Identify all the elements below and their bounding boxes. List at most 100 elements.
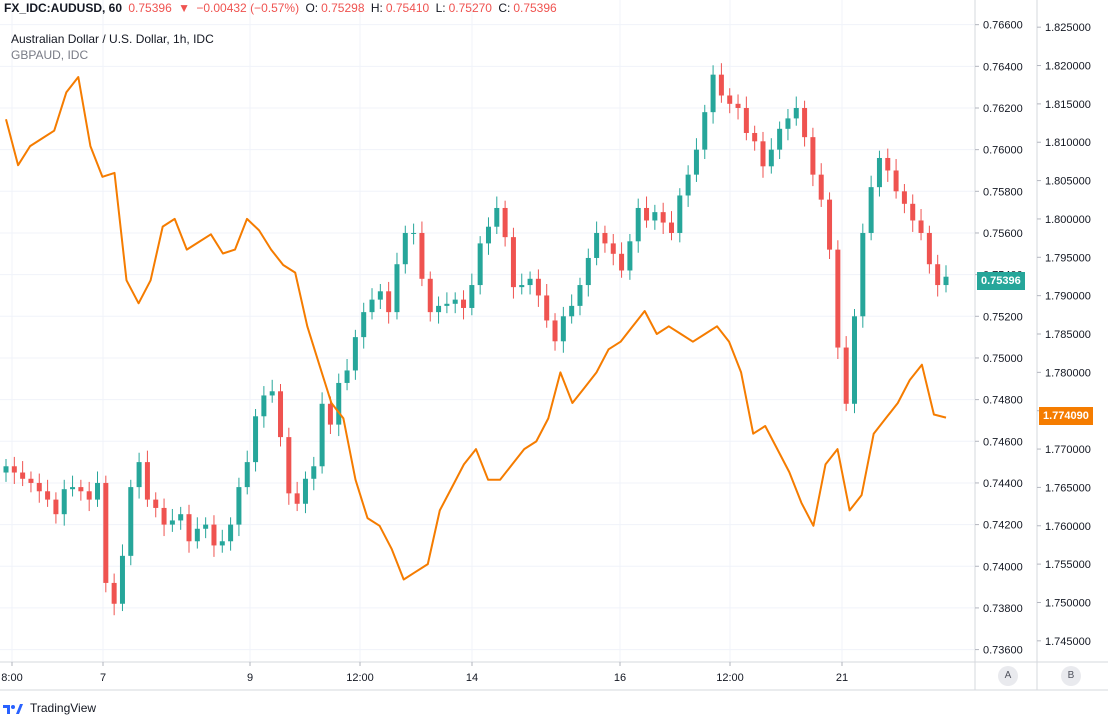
candle <box>144 450 150 507</box>
candle-body <box>610 243 616 254</box>
y-tick-label: 0.76000 <box>983 145 1023 157</box>
audusd-price-scale[interactable]: 0.76600 0.76400 0.76200 0.76000 0.75800 0.756… <box>975 20 1023 657</box>
symbol-label[interactable]: FX_IDC:AUDUSD, 60 <box>4 1 123 15</box>
candle-body <box>36 482 42 492</box>
candle <box>685 165 691 207</box>
candle <box>577 277 583 316</box>
candle-body <box>835 249 841 348</box>
close-label: C: <box>498 1 511 15</box>
candle-body <box>136 462 142 488</box>
candle-body <box>926 232 932 265</box>
candle <box>427 271 433 322</box>
gbpaud-price-scale[interactable]: 1.825000 1.820000 1.815000 1.810000 1.805000… <box>1037 22 1091 648</box>
y-tick-label: 1.750000 <box>1045 597 1091 609</box>
candle-body <box>411 232 417 234</box>
candle <box>594 221 600 266</box>
y-tick-label: 0.75000 <box>983 353 1023 365</box>
candle-body <box>336 382 342 425</box>
candle-body <box>128 487 134 556</box>
candle <box>119 544 125 612</box>
candle <box>777 121 783 160</box>
x-tick-label: 8:00 <box>1 672 22 684</box>
audusd-candles <box>3 63 949 616</box>
candle <box>377 284 383 310</box>
candle-body <box>444 303 450 306</box>
candle <box>20 461 26 487</box>
candle-body <box>660 212 666 223</box>
candle-body <box>194 528 200 542</box>
candle-body <box>436 305 442 313</box>
candle-body <box>652 212 658 221</box>
candle-body <box>635 207 641 242</box>
candle-body <box>785 118 791 129</box>
candle-body <box>86 491 92 500</box>
auto-scale-button[interactable]: A <box>998 666 1018 686</box>
candle <box>103 475 109 593</box>
candle <box>253 408 259 472</box>
candle <box>228 517 234 551</box>
candle-body <box>685 174 691 196</box>
candle <box>527 271 533 295</box>
candle <box>860 223 866 328</box>
candle-body <box>294 493 300 504</box>
candle-body <box>552 320 558 342</box>
time-scale[interactable]: 8:00 7 9 12:00 14 16 12:00 21 <box>1 662 848 684</box>
candle-body <box>477 243 483 286</box>
candle-body <box>677 195 683 233</box>
candle-body <box>644 207 650 221</box>
y-tick-label: 0.76200 <box>983 103 1023 115</box>
candle-body <box>585 257 591 286</box>
last-price: 0.75396 <box>128 1 172 15</box>
close-value: 0.75396 <box>513 1 557 15</box>
scale-b-button[interactable]: B <box>1061 666 1081 686</box>
candle-body <box>910 203 916 221</box>
y-tick-label: 1.805000 <box>1045 176 1091 188</box>
down-arrow-icon: ▼ <box>178 1 190 15</box>
candle-body <box>327 403 333 425</box>
candle-body <box>768 149 774 167</box>
candle <box>702 104 708 160</box>
y-tick-label: 1.795000 <box>1045 252 1091 264</box>
candle-body <box>843 347 849 404</box>
candle-body <box>419 232 425 279</box>
candle-body <box>244 462 250 488</box>
candle-body <box>111 582 117 604</box>
candle-body <box>619 253 625 271</box>
candle <box>560 306 566 353</box>
candle-body <box>743 107 749 133</box>
candle-body <box>311 466 317 479</box>
candle <box>452 292 458 314</box>
candle <box>336 373 342 437</box>
x-tick-label: 14 <box>466 672 478 684</box>
candle-body <box>752 132 758 142</box>
candle <box>344 358 350 391</box>
candle-body <box>377 291 383 300</box>
tradingview-logo-icon <box>3 704 23 714</box>
candle-body <box>211 524 217 546</box>
candle <box>544 284 550 328</box>
candle <box>261 386 267 428</box>
candle-body <box>851 316 857 404</box>
candle <box>926 225 932 274</box>
footer-brand[interactable]: TradingView <box>2 701 96 715</box>
high-label: H: <box>370 1 383 15</box>
candle <box>28 471 34 493</box>
y-tick-label: 1.790000 <box>1045 291 1091 303</box>
candle <box>727 88 733 114</box>
candle <box>827 192 833 260</box>
candle-body <box>269 391 275 396</box>
candle <box>236 477 242 537</box>
candle-body <box>61 489 67 515</box>
candle <box>436 296 442 324</box>
candle <box>660 202 666 235</box>
low-label: L: <box>435 1 446 15</box>
candle <box>136 452 142 499</box>
candle-body <box>261 395 267 417</box>
candle-body <box>693 149 699 175</box>
candle <box>635 198 641 253</box>
candle-body <box>119 555 125 604</box>
candle-body <box>544 295 550 321</box>
candle <box>901 184 907 214</box>
candle-body <box>302 478 308 504</box>
